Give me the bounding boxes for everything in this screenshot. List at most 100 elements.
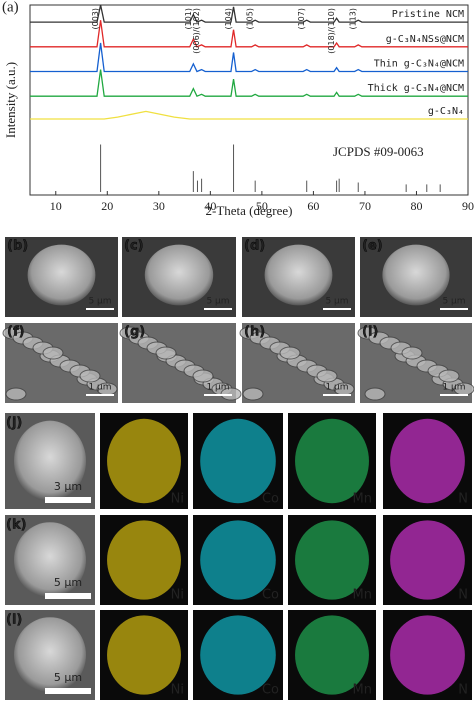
series-label: Thick g-C₃N₄@NCM	[368, 83, 464, 94]
element-map	[107, 418, 181, 504]
sem-image: (h) 1 μm	[239, 323, 355, 403]
x-tick-label: 30	[153, 199, 165, 213]
element-label: Ni	[171, 588, 184, 603]
panel-label: (e)	[362, 239, 383, 254]
sem-image: (c) 5 μm	[122, 237, 236, 317]
element-label: Ni	[171, 683, 184, 698]
scale-label: 1 μm	[442, 383, 465, 393]
panel-label: (d)	[244, 239, 265, 254]
scale-label: 5 μm	[442, 297, 465, 307]
element-label: N	[458, 492, 468, 507]
mapping-row: (k) 5 μm Ni Co Mn N	[5, 515, 472, 605]
peak-label: (113)	[349, 8, 358, 30]
x-axis-label: 2-Theta (degree)	[206, 203, 293, 218]
plot-frame	[29, 4, 469, 196]
element-label: Co	[262, 588, 279, 603]
series-line	[30, 110, 468, 120]
scale-bar	[45, 688, 91, 694]
element-map	[107, 520, 181, 600]
panel-label: (c)	[124, 239, 144, 254]
series-label: Pristine NCM	[392, 9, 464, 20]
particle	[264, 244, 333, 306]
grain	[316, 369, 338, 383]
series-label: Thin g-C₃N₄@NCM	[374, 59, 464, 70]
peak-label: (105)	[246, 8, 255, 30]
x-tick-label: 40	[204, 199, 216, 213]
mapping-row: (j) 3 μm Ni Co Mn N	[5, 413, 472, 509]
scale-bar	[45, 593, 91, 599]
particle	[14, 617, 86, 693]
series-line	[30, 4, 468, 23]
scale-label: 5 μm	[206, 297, 229, 307]
element-label: N	[458, 683, 468, 698]
element-label: Mn	[353, 683, 372, 698]
panel-label: (i)	[362, 325, 378, 340]
peak-label: (018)/(110)	[327, 8, 336, 54]
element-map	[200, 418, 276, 504]
element-label: Mn	[353, 492, 372, 507]
scale-label: 5 μm	[325, 297, 348, 307]
scale-label: 1 μm	[325, 383, 348, 393]
x-tick-label: 80	[410, 199, 422, 213]
particle	[382, 244, 450, 306]
peak-label: (006)/(102)	[192, 8, 201, 54]
grain	[5, 387, 27, 401]
sem-image: (d) 5 μm	[242, 237, 355, 317]
grain	[242, 387, 264, 401]
x-tick-label: 50	[256, 199, 268, 213]
series-line	[30, 42, 468, 73]
mapping-row: (l) 5 μm Ni Co Mn N	[5, 610, 472, 700]
series-line	[30, 20, 468, 48]
series-line	[30, 69, 468, 98]
element-map	[390, 615, 465, 695]
grain	[279, 346, 301, 360]
grain	[79, 369, 101, 383]
series-label: g-C₃N₄NSs@NCM	[386, 34, 464, 45]
scale-label: 1 μm	[206, 383, 229, 393]
peak-label: (104)	[224, 8, 233, 30]
sem-image: (g) 1 μm	[119, 323, 242, 403]
panel-label: (l)	[6, 613, 22, 628]
element-label: Ni	[171, 492, 184, 507]
element-map	[390, 418, 465, 504]
panel-label: (k)	[6, 518, 27, 533]
grain	[401, 346, 423, 360]
particle	[14, 522, 86, 598]
scale-label: 5 μm	[54, 576, 82, 589]
x-tick-label: 10	[50, 199, 62, 213]
element-map	[295, 418, 369, 504]
element-map	[390, 520, 465, 600]
scale-label: 1 μm	[88, 383, 111, 393]
grain	[155, 346, 177, 360]
element-label: N	[458, 588, 468, 603]
scale-bar	[45, 497, 91, 503]
x-tick-label: 90	[462, 199, 474, 213]
particle	[144, 244, 214, 306]
x-tick-label: 60	[307, 199, 319, 213]
series-label: g-C₃N₄	[428, 106, 464, 117]
peak-label: (003)	[91, 8, 100, 30]
particle	[27, 244, 96, 306]
element-map	[200, 615, 276, 695]
element-map	[107, 615, 181, 695]
panel-label: (f)	[7, 325, 25, 340]
x-tick-label: 70	[359, 199, 371, 213]
reference-label: JCPDS #09-0063	[333, 144, 424, 159]
element-label: Co	[262, 492, 279, 507]
grain	[42, 346, 64, 360]
peak-label: (101)	[184, 8, 193, 30]
sem-image: (b) 5 μm	[5, 237, 118, 317]
sem-image: (i) 1 μm	[357, 323, 474, 403]
element-map	[200, 520, 276, 600]
panel-label: (j)	[6, 416, 22, 431]
grain	[438, 369, 460, 383]
x-tick-label: 20	[101, 199, 113, 213]
element-map	[295, 615, 369, 695]
grain	[364, 387, 386, 401]
sem-image: (f) 1 μm	[2, 323, 118, 403]
particle	[14, 420, 86, 502]
panel-label: (b)	[7, 239, 28, 254]
element-label: Mn	[353, 588, 372, 603]
element-label: Co	[262, 683, 279, 698]
